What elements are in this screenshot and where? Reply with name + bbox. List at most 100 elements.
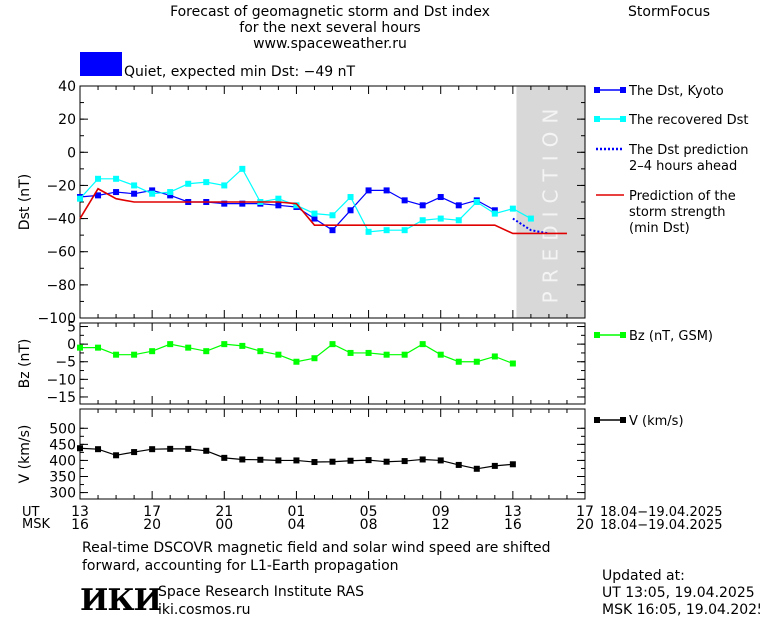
- data-point: [491, 462, 498, 469]
- y-tick-label: −60: [46, 245, 76, 261]
- msk-date-range: 18.04−19.04.2025: [600, 518, 723, 533]
- legend-marker: [620, 87, 626, 93]
- status-text: Quiet, expected min Dst: −49 nT: [124, 64, 356, 80]
- data-point: [401, 351, 408, 358]
- y-tick-label: 300: [49, 486, 76, 502]
- data-point: [239, 342, 246, 349]
- data-point: [509, 360, 516, 367]
- data-point: [401, 227, 408, 234]
- data-point: [185, 344, 192, 351]
- y-tick-label: 350: [49, 470, 76, 486]
- data-point: [401, 197, 408, 204]
- data-point: [437, 351, 444, 358]
- legend-marker: [594, 116, 600, 122]
- data-point: [275, 202, 282, 209]
- ut-tick-label: 01: [288, 504, 306, 520]
- data-point: [419, 341, 426, 348]
- data-point: [383, 227, 390, 234]
- panel-frame: [79, 408, 586, 500]
- ut-tick-label: 13: [71, 504, 89, 520]
- y-tick-label: −5: [55, 355, 76, 371]
- data-point: [437, 457, 444, 464]
- data-point: [239, 456, 246, 463]
- data-point: [383, 351, 390, 358]
- data-point: [149, 190, 156, 197]
- data-point: [131, 182, 138, 189]
- msk-tick-label: 16: [504, 517, 522, 533]
- legend-marker: [594, 87, 600, 93]
- updated-ut: UT 13:05, 19.04.2025: [602, 585, 755, 601]
- legend-marker: [594, 417, 600, 423]
- y-axis-label: Bz (nT): [17, 339, 33, 389]
- data-point: [347, 457, 354, 464]
- msk-axis-label: MSK: [22, 517, 50, 532]
- data-point: [167, 189, 174, 196]
- data-point: [311, 355, 318, 362]
- data-point: [167, 341, 174, 348]
- msk-tick-label: 20: [143, 517, 161, 533]
- y-tick-label: 400: [49, 453, 76, 469]
- data-point: [95, 446, 102, 453]
- title-line-3: www.spaceweather.ru: [253, 36, 407, 52]
- data-point: [365, 349, 372, 356]
- y-tick-label: 20: [58, 112, 76, 128]
- y-tick-label: 450: [49, 437, 76, 453]
- data-point: [383, 458, 390, 465]
- data-point: [203, 179, 210, 186]
- msk-tick-label: 04: [288, 517, 306, 533]
- footer-note-line-2: forward, accounting for L1-Earth propaga…: [82, 558, 399, 574]
- panel-frame: [79, 322, 586, 405]
- legend-label: (min Dst): [629, 221, 690, 236]
- msk-tick-label: 00: [215, 517, 233, 533]
- data-point: [77, 195, 83, 202]
- legend-label: Prediction of the: [629, 189, 736, 204]
- legend-label: The recovered Dst: [628, 113, 748, 128]
- prediction-label: PREDICTION: [539, 101, 563, 304]
- ut-tick-label: 09: [432, 504, 450, 520]
- data-point: [347, 194, 354, 201]
- y-tick-label: −100: [38, 311, 76, 327]
- data-point: [149, 446, 156, 453]
- legend-label: Bz (nT, GSM): [629, 329, 713, 344]
- data-point: [437, 194, 444, 201]
- data-point: [95, 344, 102, 351]
- data-point: [221, 182, 228, 189]
- data-point: [275, 351, 282, 358]
- institute-name: Space Research Institute RAS: [158, 584, 364, 600]
- data-point: [293, 202, 300, 209]
- data-point: [365, 228, 372, 235]
- data-point: [293, 358, 300, 365]
- data-point: [113, 452, 120, 459]
- data-point: [293, 457, 300, 464]
- series-line: [512, 217, 550, 235]
- y-tick-label: 0: [67, 337, 76, 353]
- data-point: [419, 456, 426, 463]
- legend-label: The Dst prediction: [628, 143, 749, 158]
- y-tick-label: −10: [46, 372, 76, 388]
- data-point: [131, 190, 138, 197]
- data-point: [185, 445, 192, 452]
- data-point: [419, 202, 426, 209]
- data-point: [347, 349, 354, 356]
- data-point: [113, 189, 120, 196]
- data-point: [509, 205, 516, 212]
- data-point: [491, 210, 498, 217]
- data-point: [149, 187, 156, 194]
- y-tick-label: −15: [46, 390, 76, 406]
- brand: StormFocus: [628, 4, 711, 20]
- data-point: [203, 348, 210, 355]
- data-point: [239, 165, 246, 172]
- data-point: [239, 200, 246, 207]
- data-point: [401, 458, 408, 465]
- series-line: [79, 187, 567, 235]
- data-point: [113, 175, 120, 182]
- data-point: [221, 454, 228, 461]
- legend-marker: [620, 417, 626, 423]
- data-point: [473, 199, 480, 205]
- data-point: [491, 207, 498, 214]
- institute-site[interactable]: iki.cosmos.ru: [158, 602, 251, 618]
- ut-axis-label: UT: [22, 505, 40, 520]
- legend-label: V (km/s): [629, 414, 684, 429]
- data-point: [329, 227, 336, 234]
